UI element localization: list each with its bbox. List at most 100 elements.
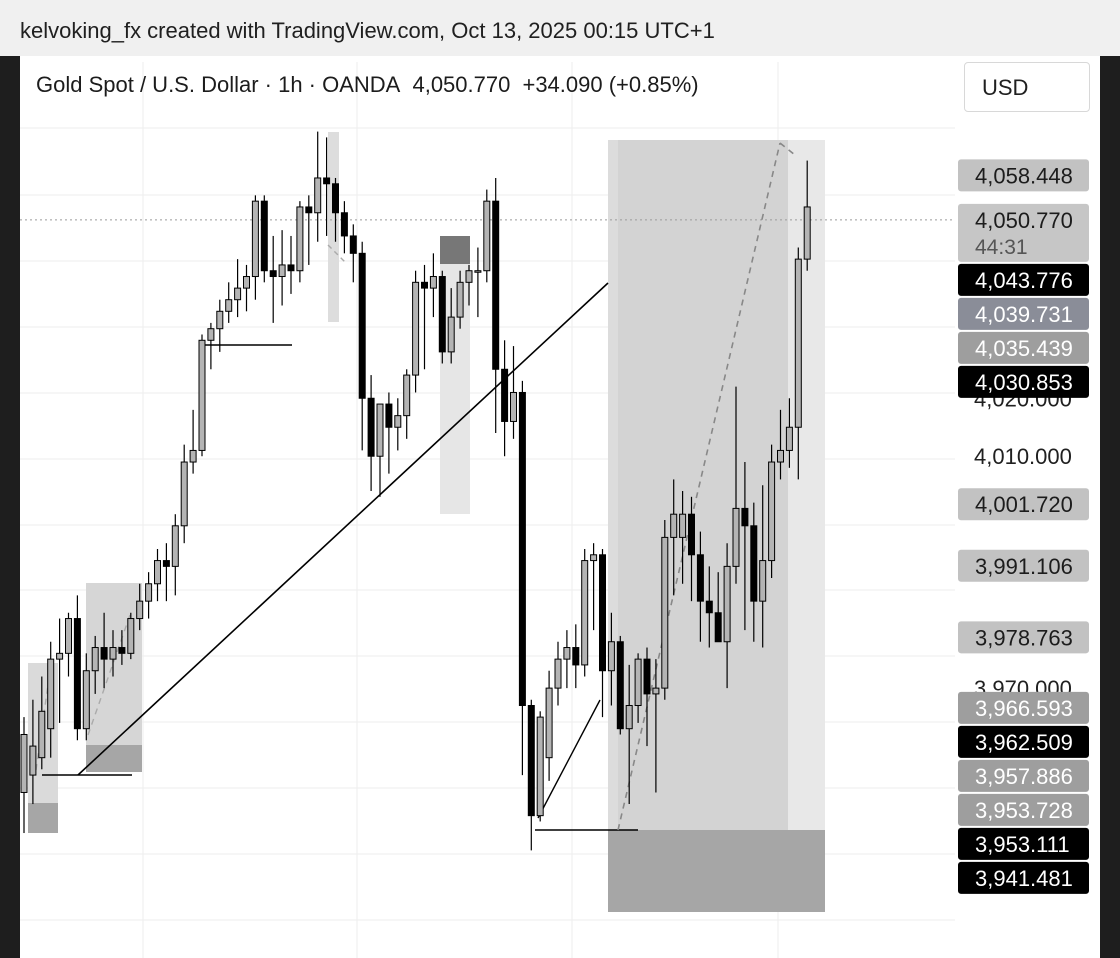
- candle-body-up: [376, 403, 384, 457]
- candle-body-down: [340, 212, 348, 237]
- demand-zone-base: [86, 745, 142, 772]
- price-label-text: 4,035.439: [975, 336, 1073, 361]
- candle-body-up: [554, 658, 562, 689]
- candle: [785, 398, 793, 468]
- stop-zone: [608, 830, 825, 912]
- candle-body-down: [518, 391, 526, 707]
- candle: [429, 253, 437, 318]
- price-label: 3,957.886: [958, 759, 1089, 792]
- candle: [492, 177, 500, 434]
- candle: [340, 201, 348, 254]
- candle-body-down: [367, 397, 375, 457]
- candle-body-up: [510, 391, 517, 422]
- price-label: 3,941.481: [958, 861, 1089, 894]
- price-label: 3,953.728: [958, 793, 1089, 826]
- candle-body-up: [759, 560, 767, 602]
- candle: [652, 659, 660, 793]
- candle-body-up: [590, 554, 598, 562]
- candle-body-up: [171, 525, 179, 567]
- candle-body-down: [750, 525, 758, 602]
- candle: [563, 630, 571, 689]
- candle-body-down: [527, 705, 535, 817]
- candle: [456, 270, 464, 329]
- candle-body-up: [483, 200, 491, 272]
- candle-body-up: [536, 716, 544, 817]
- candle: [794, 247, 802, 480]
- candle-body-down: [643, 658, 651, 695]
- candle: [705, 566, 713, 648]
- candle-body-up: [394, 415, 402, 428]
- price-label-box: [958, 331, 1089, 364]
- candle-body-down: [73, 618, 81, 730]
- candle: [510, 346, 517, 439]
- candle: [349, 224, 357, 283]
- candle: [367, 375, 375, 492]
- symbol-legend: Gold Spot / U.S. Dollar · 1h · OANDA 4,0…: [36, 72, 705, 98]
- candle-body-down: [323, 177, 331, 185]
- candle-body-down: [332, 183, 339, 214]
- price-axis-tick: 4,010.000: [974, 444, 1072, 469]
- price-label-text: 3,957.886: [975, 764, 1073, 789]
- candle: [696, 531, 704, 642]
- price-label: 4,035.439: [958, 331, 1089, 364]
- candle-body-up: [136, 600, 144, 620]
- candle: [260, 195, 268, 283]
- currency-button[interactable]: USD: [964, 62, 1090, 112]
- candle: [162, 543, 170, 602]
- candle: [545, 670, 553, 781]
- candle-body-up: [652, 687, 660, 695]
- candle: [501, 340, 509, 457]
- candle-body-down: [599, 554, 606, 672]
- candle: [661, 520, 669, 700]
- candle: [216, 299, 224, 352]
- candle-body-down: [118, 647, 126, 654]
- candle: [287, 235, 295, 294]
- candle: [118, 630, 126, 665]
- chart-frame: [20, 56, 1100, 958]
- candle: [616, 635, 624, 735]
- candle: [251, 195, 259, 300]
- candle: [29, 699, 37, 805]
- price-label-box: [958, 549, 1089, 582]
- candle-body-up: [670, 513, 678, 538]
- candle: [376, 403, 384, 497]
- candle: [412, 270, 420, 393]
- candle-body-down: [305, 206, 313, 214]
- candle-body-up: [207, 328, 215, 341]
- price-label: 3,978.763: [958, 621, 1089, 654]
- candle: [643, 647, 651, 747]
- candle: [394, 398, 402, 451]
- candle: [171, 514, 179, 596]
- candle-body-down: [492, 200, 500, 370]
- candle-body-down: [287, 264, 295, 272]
- candle: [714, 572, 722, 643]
- candle-body-up: [225, 299, 233, 312]
- candle-body-down: [705, 600, 713, 614]
- candle: [688, 496, 695, 602]
- candle: [483, 189, 491, 283]
- candle-body-up: [429, 276, 437, 289]
- candle-body-up: [243, 276, 250, 289]
- candle: [91, 635, 99, 694]
- chart-header-bar: kelvoking_fx created with TradingView.co…: [0, 0, 1120, 56]
- price-label-box: [958, 861, 1089, 894]
- candle: [314, 131, 322, 242]
- projection-path-left: [35, 684, 49, 771]
- candle-body-up: [189, 449, 197, 463]
- price-label-box: [958, 793, 1089, 826]
- candle: [56, 618, 64, 723]
- price-label-text: 3,953.728: [975, 798, 1073, 823]
- candle: [768, 444, 776, 578]
- price-label-text: 4,039.731: [975, 302, 1073, 327]
- last-price: 4,050.770: [412, 72, 511, 97]
- price-label-text: 3,991.106: [975, 554, 1073, 579]
- candle: [572, 624, 580, 689]
- price-axis[interactable]: 4,020.0004,010.0003,970.0004,058.4484,05…: [958, 159, 1089, 894]
- price-label-box: [958, 488, 1089, 521]
- candle-body-up: [545, 687, 553, 759]
- candle: [47, 641, 55, 758]
- candle: [723, 543, 731, 689]
- candle-body-down: [741, 507, 749, 527]
- drawn-lines: [20, 142, 955, 831]
